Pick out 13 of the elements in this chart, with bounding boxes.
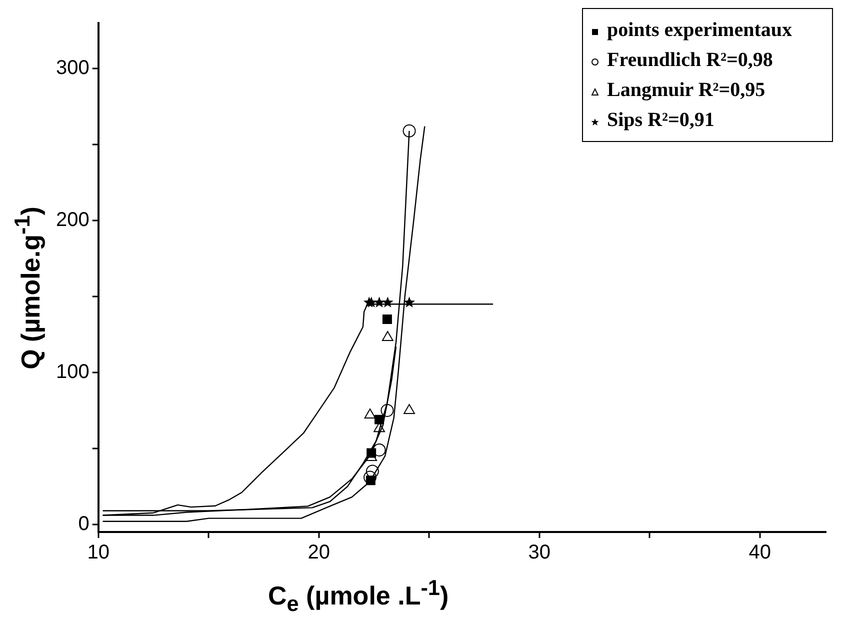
y-tick-label: 0 (78, 512, 90, 535)
y-tick-label: 100 (56, 360, 90, 383)
y-tick-label: 200 (56, 209, 90, 232)
x-tick-label: 20 (308, 542, 330, 564)
legend-label: Sips R²=0,91 (607, 109, 714, 131)
x-tick-label: 40 (748, 542, 771, 564)
x-axis-title: C$_{e}$ (µmole .L$^{-1}$) (268, 575, 449, 617)
x-tick-label: 10 (87, 542, 110, 564)
legend-label: points experimentaux (607, 19, 792, 41)
x-tick-label: 30 (528, 542, 550, 564)
y-tick-label: 300 (56, 57, 90, 80)
legend-label: Freundlich R²=0,98 (607, 49, 773, 71)
legend-label: Langmuir R²=0,95 (607, 79, 766, 101)
